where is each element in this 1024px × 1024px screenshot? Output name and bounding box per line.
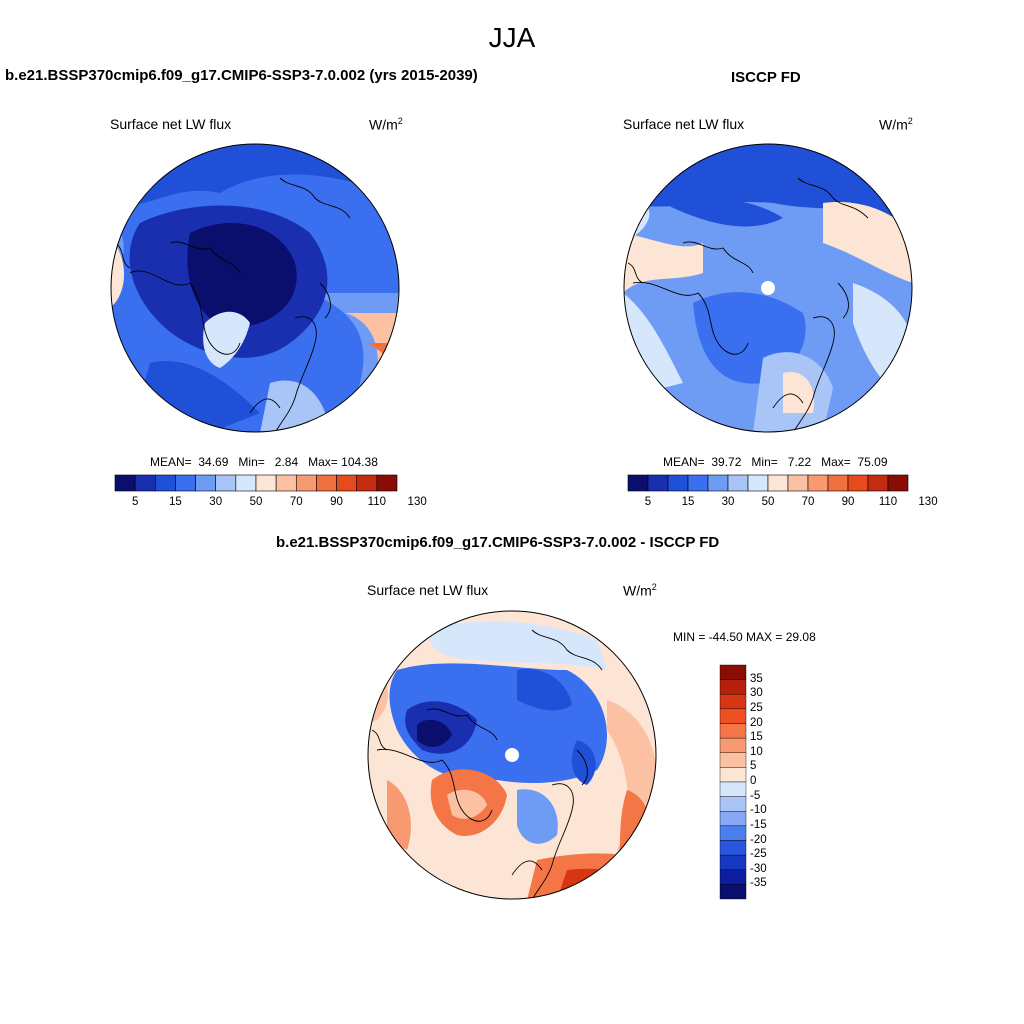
obs-colorbar-box <box>747 474 769 492</box>
model-colorbar-box <box>215 474 237 492</box>
diff-colorbar-ticks: 35 30 25 20 15 10 5 0 -5 -10 -15 -20 -25 -30 -35 <box>750 665 790 899</box>
diff-polar-map <box>367 610 657 900</box>
obs-colorbar-box <box>647 474 669 492</box>
diff-minmax: MIN = -44.50 MAX = 29.08 <box>673 630 816 644</box>
figure-season-title: JJA <box>488 22 536 53</box>
model-panel-title: b.e21.BSSP370cmip6.f09_g17.CMIP6-SSP3-7.… <box>5 67 478 84</box>
obs-colorbar-ticks: 5 15 30 50 70 90 110 130 <box>628 496 938 512</box>
model-colorbar-tick-label: 5 <box>131 496 139 508</box>
diff-colorbar-tick-label: 35 <box>750 672 763 685</box>
obs-colorbar-tick-label: 15 <box>681 496 695 508</box>
diff-colorbar-box <box>719 664 747 680</box>
model-colorbar-tick-label: 110 <box>367 496 387 508</box>
diff-colorbar-tick-label: 5 <box>750 760 757 773</box>
diff-colorbar-tick-label: 30 <box>750 687 763 700</box>
model-units-label: W/m2 <box>369 116 403 133</box>
model-colorbar-box <box>235 474 257 492</box>
model-colorbar-box <box>275 474 297 492</box>
obs-colorbar-tick-label: 50 <box>761 496 775 508</box>
model-colorbar-box <box>154 474 176 492</box>
diff-colorbar-tick-label: 25 <box>750 701 763 714</box>
diff-colorbar-box <box>719 781 747 797</box>
diff-colorbar-box <box>719 811 747 827</box>
diff-colorbar-tick-label: 0 <box>750 775 757 787</box>
model-colorbar-box <box>295 474 317 492</box>
obs-colorbar-tick-label: 30 <box>721 496 735 508</box>
model-colorbar-box <box>114 474 136 492</box>
model-colorbar-tick-label: 90 <box>330 496 343 508</box>
obs-colorbar-tick-label: 70 <box>801 496 815 508</box>
obs-colorbar-box <box>807 474 829 492</box>
model-colorbar-box <box>376 474 398 492</box>
model-colorbar-tick-label: 15 <box>169 496 182 508</box>
obs-units-label: W/m2 <box>879 116 913 133</box>
model-colorbar-ticks: 5 15 30 50 70 90 110 130 <box>115 496 427 512</box>
diff-colorbar-box <box>719 854 747 870</box>
diff-colorbar-tick-label: -20 <box>750 833 767 846</box>
obs-colorbar-box <box>847 474 869 492</box>
obs-panel-title: ISCCP FD <box>731 69 801 86</box>
obs-colorbar-tick-label: 130 <box>918 496 938 508</box>
obs-stats: MEAN= 39.72 Min= 7.22 Max= 75.09 <box>663 455 888 469</box>
diff-colorbar-tick-label: 10 <box>750 745 763 758</box>
model-colorbar-box <box>175 474 196 492</box>
obs-colorbar-box <box>787 474 809 492</box>
obs-colorbar-tick-label: 110 <box>878 496 898 508</box>
diff-colorbar-box <box>719 694 747 710</box>
diff-colorbar-box <box>719 708 747 724</box>
model-colorbar-box <box>316 474 337 492</box>
diff-colorbar-tick-label: -25 <box>750 848 767 861</box>
diff-colorbar-tick-label: -15 <box>750 818 767 831</box>
model-stats: MEAN= 34.69 Min= 2.84 Max= 104.38 <box>150 455 378 469</box>
diff-colorbar <box>719 664 747 900</box>
diff-colorbar-box <box>719 767 747 783</box>
model-colorbar-box <box>255 474 277 492</box>
obs-colorbar <box>627 474 909 492</box>
obs-colorbar-tick-label: 90 <box>841 496 855 508</box>
diff-colorbar-box <box>719 825 747 841</box>
model-colorbar-box <box>134 474 156 492</box>
obs-colorbar-box <box>667 474 689 492</box>
diff-colorbar-box <box>719 737 747 753</box>
obs-polar-map <box>623 143 913 433</box>
model-colorbar-tick-label: 130 <box>407 496 427 508</box>
obs-colorbar-box <box>687 474 709 492</box>
obs-colorbar-box <box>827 474 849 492</box>
diff-variable-label: Surface net LW flux <box>367 582 489 598</box>
diff-colorbar-tick-label: 15 <box>750 731 763 744</box>
model-colorbar-box <box>336 474 358 492</box>
diff-colorbar-tick-label: -10 <box>750 804 767 817</box>
diff-colorbar-tick-label: -35 <box>750 877 767 890</box>
obs-colorbar-tick-label: 5 <box>644 496 652 508</box>
obs-variable-label: Surface net LW flux <box>623 116 745 132</box>
obs-colorbar-box <box>627 474 649 492</box>
diff-colorbar-tick-label: -30 <box>750 862 767 875</box>
obs-colorbar-box <box>727 474 749 492</box>
model-colorbar-box <box>356 474 378 492</box>
model-colorbar-tick-label: 30 <box>209 496 223 508</box>
model-colorbar-box <box>195 474 217 492</box>
diff-colorbar-box <box>719 796 747 812</box>
diff-colorbar-tick-label: -5 <box>750 789 761 802</box>
diff-colorbar-tick-label: 20 <box>750 716 763 729</box>
model-polar-map <box>110 143 400 433</box>
obs-colorbar-box <box>887 474 909 492</box>
model-colorbar-tick-label: 50 <box>249 496 263 508</box>
diff-units-label: W/m2 <box>623 582 657 599</box>
diff-colorbar-box <box>719 840 747 856</box>
obs-colorbar-box <box>707 474 729 492</box>
diff-colorbar-box <box>719 679 747 695</box>
model-variable-label: Surface net LW flux <box>110 116 232 132</box>
diff-colorbar-box <box>719 723 747 739</box>
obs-colorbar-box <box>867 474 889 492</box>
model-colorbar <box>114 474 398 492</box>
diff-panel-title: b.e21.BSSP370cmip6.f09_g17.CMIP6-SSP3-7.… <box>276 534 720 551</box>
obs-colorbar-box <box>767 474 789 492</box>
diff-colorbar-box <box>719 869 747 885</box>
diff-colorbar-box <box>719 752 747 768</box>
diff-colorbar-box <box>719 884 747 900</box>
model-colorbar-tick-label: 70 <box>289 496 303 508</box>
